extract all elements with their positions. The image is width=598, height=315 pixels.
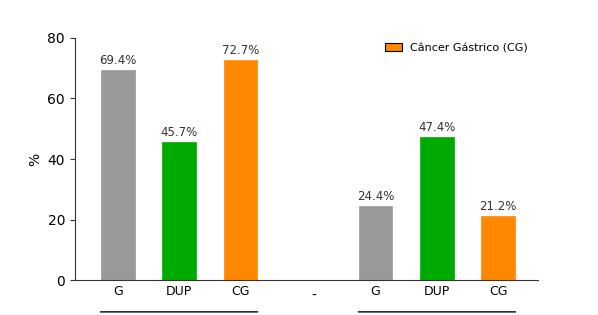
Bar: [101, 70, 135, 280]
Text: 47.4%: 47.4%: [418, 121, 456, 134]
Text: 69.4%: 69.4%: [99, 54, 136, 67]
Text: 72.7%: 72.7%: [222, 44, 259, 57]
Bar: [359, 206, 392, 280]
Legend: Câncer Gástrico (CG): Câncer Gástrico (CG): [380, 38, 533, 58]
Bar: [162, 142, 196, 280]
Y-axis label: %: %: [28, 152, 42, 166]
Bar: [420, 137, 454, 280]
Bar: [224, 60, 257, 280]
Text: 24.4%: 24.4%: [357, 190, 394, 203]
Text: -: -: [312, 289, 316, 303]
Text: 45.7%: 45.7%: [160, 126, 198, 139]
Text: 21.2%: 21.2%: [480, 200, 517, 213]
Bar: [481, 216, 515, 280]
